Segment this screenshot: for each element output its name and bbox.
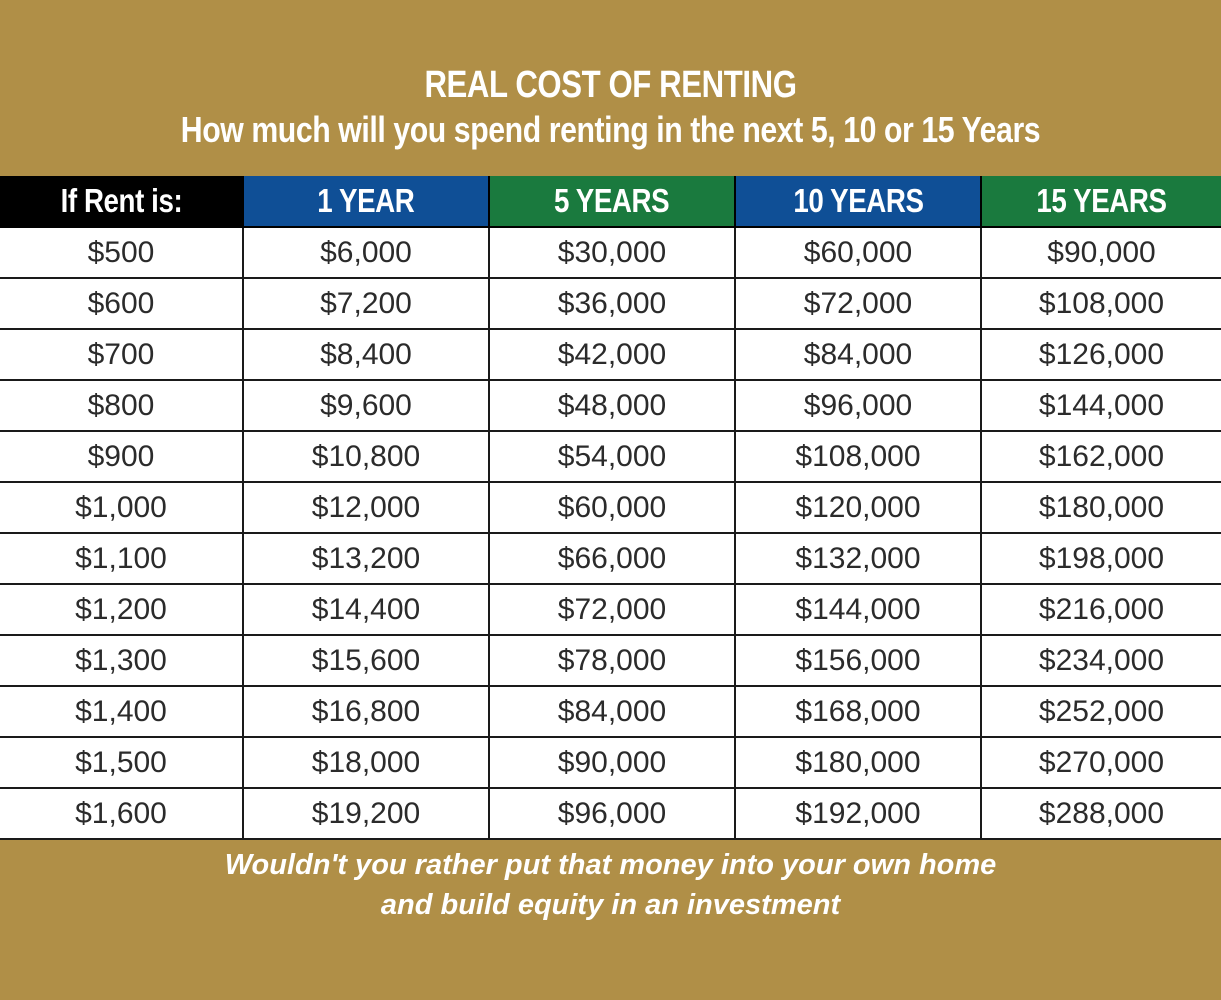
cell-10-years: $96,000	[734, 380, 981, 432]
header-10-years: 10 YEARS	[734, 176, 981, 228]
cell-5-years: $96,000	[488, 788, 735, 840]
cell-15-years: $90,000	[980, 227, 1221, 279]
cell-rent: $600	[0, 278, 243, 330]
header-15-years: 15 YEARS	[980, 176, 1221, 228]
cell-rent: $1,400	[0, 686, 243, 738]
table-row: $1,300 $15,600 $78,000 $156,000 $234,000	[0, 635, 1221, 687]
cell-15-years: $162,000	[980, 431, 1221, 483]
footer-line-2: and build equity in an investment	[380, 889, 841, 921]
cell-15-years: $180,000	[980, 482, 1221, 534]
cell-rent: $1,200	[0, 584, 243, 636]
cell-5-years: $78,000	[488, 635, 735, 687]
cell-1-year: $9,600	[242, 380, 489, 432]
rent-cost-table: If Rent is: 1 YEAR 5 YEARS 10 YEARS 15 Y…	[0, 176, 1221, 840]
cell-rent: $700	[0, 329, 243, 381]
footer: Wouldn't you rather put that money into …	[0, 845, 1221, 925]
cell-rent: $1,000	[0, 482, 243, 534]
cell-rent: $1,600	[0, 788, 243, 840]
table-header-row: If Rent is: 1 YEAR 5 YEARS 10 YEARS 15 Y…	[0, 176, 1221, 228]
header-5-years-label: 5 YEARS	[554, 182, 670, 219]
header-1-year: 1 YEAR	[242, 176, 489, 228]
cell-15-years: $252,000	[980, 686, 1221, 738]
cell-5-years: $84,000	[488, 686, 735, 738]
header-rent-label: If Rent is:	[60, 182, 182, 219]
cell-5-years: $60,000	[488, 482, 735, 534]
cell-10-years: $84,000	[734, 329, 981, 381]
cell-15-years: $108,000	[980, 278, 1221, 330]
cell-5-years: $66,000	[488, 533, 735, 585]
cell-1-year: $7,200	[242, 278, 489, 330]
cell-10-years: $72,000	[734, 278, 981, 330]
cell-15-years: $198,000	[980, 533, 1221, 585]
cell-1-year: $15,600	[242, 635, 489, 687]
cell-5-years: $36,000	[488, 278, 735, 330]
table-body: $500 $6,000 $30,000 $60,000 $90,000 $600 $7,20…	[0, 227, 1221, 840]
cell-rent: $800	[0, 380, 243, 432]
cell-rent: $1,100	[0, 533, 243, 585]
cell-10-years: $108,000	[734, 431, 981, 483]
cell-10-years: $132,000	[734, 533, 981, 585]
cell-1-year: $16,800	[242, 686, 489, 738]
table-row: $700 $8,400 $42,000 $84,000 $126,000	[0, 329, 1221, 381]
header-1-year-label: 1 YEAR	[317, 182, 415, 219]
chart-subtitle: How much will you spend renting in the n…	[180, 109, 1041, 150]
cell-1-year: $12,000	[242, 482, 489, 534]
footer-line-1: Wouldn't you rather put that money into …	[224, 849, 997, 881]
cell-15-years: $216,000	[980, 584, 1221, 636]
cell-1-year: $14,400	[242, 584, 489, 636]
table-row: $1,600 $19,200 $96,000 $192,000 $288,000	[0, 788, 1221, 840]
cell-5-years: $72,000	[488, 584, 735, 636]
header-15-years-label: 15 YEARS	[1036, 182, 1167, 219]
cell-rent: $500	[0, 227, 243, 279]
cell-rent: $900	[0, 431, 243, 483]
table-row: $600 $7,200 $36,000 $72,000 $108,000	[0, 278, 1221, 330]
cell-1-year: $19,200	[242, 788, 489, 840]
cell-10-years: $156,000	[734, 635, 981, 687]
cell-10-years: $180,000	[734, 737, 981, 789]
cell-10-years: $144,000	[734, 584, 981, 636]
cell-5-years: $90,000	[488, 737, 735, 789]
table-row: $1,500 $18,000 $90,000 $180,000 $270,000	[0, 737, 1221, 789]
header-rent: If Rent is:	[0, 176, 243, 228]
cell-15-years: $288,000	[980, 788, 1221, 840]
header-10-years-label: 10 YEARS	[792, 182, 924, 219]
cell-5-years: $42,000	[488, 329, 735, 381]
table-row: $1,000 $12,000 $60,000 $120,000 $180,000	[0, 482, 1221, 534]
table-row: $1,400 $16,800 $84,000 $168,000 $252,000	[0, 686, 1221, 738]
cell-1-year: $10,800	[242, 431, 489, 483]
table-row: $800 $9,600 $48,000 $96,000 $144,000	[0, 380, 1221, 432]
cell-1-year: $6,000	[242, 227, 489, 279]
cell-5-years: $48,000	[488, 380, 735, 432]
chart-title: REAL COST OF RENTING	[424, 64, 797, 106]
cell-10-years: $168,000	[734, 686, 981, 738]
cell-5-years: $54,000	[488, 431, 735, 483]
cell-1-year: $18,000	[242, 737, 489, 789]
header: REAL COST OF RENTING How much will you s…	[0, 0, 1221, 176]
cell-10-years: $120,000	[734, 482, 981, 534]
cell-10-years: $192,000	[734, 788, 981, 840]
cell-1-year: $8,400	[242, 329, 489, 381]
cell-10-years: $60,000	[734, 227, 981, 279]
cell-15-years: $144,000	[980, 380, 1221, 432]
table-row: $900 $10,800 $54,000 $108,000 $162,000	[0, 431, 1221, 483]
table-row: $1,100 $13,200 $66,000 $132,000 $198,000	[0, 533, 1221, 585]
cell-15-years: $270,000	[980, 737, 1221, 789]
table-row: $500 $6,000 $30,000 $60,000 $90,000	[0, 227, 1221, 279]
cell-rent: $1,500	[0, 737, 243, 789]
header-5-years: 5 YEARS	[488, 176, 735, 228]
rent-cost-table-container: If Rent is: 1 YEAR 5 YEARS 10 YEARS 15 Y…	[0, 176, 1221, 840]
table-row: $1,200 $14,400 $72,000 $144,000 $216,000	[0, 584, 1221, 636]
cell-rent: $1,300	[0, 635, 243, 687]
cell-15-years: $234,000	[980, 635, 1221, 687]
cell-15-years: $126,000	[980, 329, 1221, 381]
cell-1-year: $13,200	[242, 533, 489, 585]
cell-5-years: $30,000	[488, 227, 735, 279]
